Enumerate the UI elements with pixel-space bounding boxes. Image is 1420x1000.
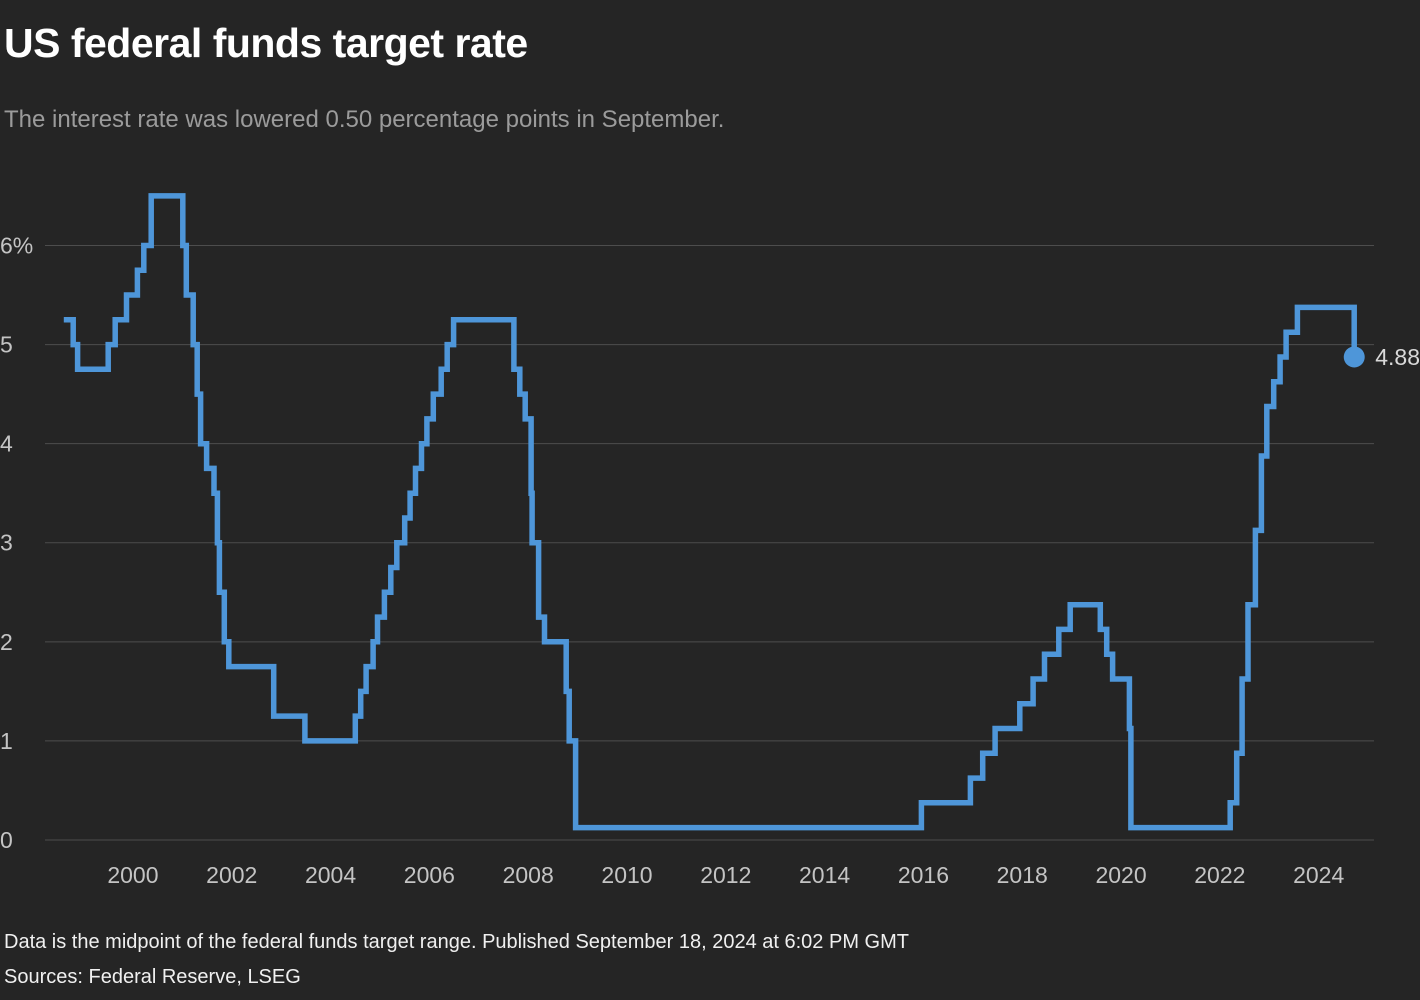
x-axis-tick-label: 2008	[503, 862, 554, 888]
chart-sources: Sources: Federal Reserve, LSEG	[4, 966, 301, 988]
chart-title: US federal funds target rate	[4, 20, 528, 66]
x-axis-tick-label: 2022	[1194, 862, 1245, 888]
y-axis-tick-label: 6%	[0, 232, 33, 258]
chart-subtitle: The interest rate was lowered 0.50 perce…	[4, 106, 725, 133]
y-axis-tick-label: 0	[0, 827, 13, 853]
x-axis-tick-label: 2014	[799, 862, 850, 888]
y-axis-tick-label: 5	[0, 332, 13, 358]
x-axis-tick-label: 2024	[1293, 862, 1344, 888]
y-axis-tick-label: 1	[0, 728, 13, 754]
x-axis-tick-label: 2006	[404, 862, 455, 888]
y-axis-tick-label: 3	[0, 530, 13, 556]
x-axis-tick-label: 2012	[700, 862, 751, 888]
end-point-marker	[1343, 346, 1365, 368]
rate-step-line	[63, 193, 1357, 831]
chart-footnote: Data is the midpoint of the federal fund…	[4, 931, 909, 953]
x-axis-tick-label: 2010	[601, 862, 652, 888]
y-axis-tick-label: 2	[0, 629, 13, 655]
x-axis-tick-label: 2004	[305, 862, 356, 888]
x-axis-tick-label: 2000	[107, 862, 158, 888]
x-axis-tick-label: 2018	[997, 862, 1048, 888]
x-axis-tick-label: 2016	[898, 862, 949, 888]
y-axis-tick-label: 4	[0, 431, 13, 457]
x-axis-tick-label: 2020	[1095, 862, 1146, 888]
end-value-label: 4.88	[1375, 344, 1420, 370]
x-axis-tick-label: 2002	[206, 862, 257, 888]
